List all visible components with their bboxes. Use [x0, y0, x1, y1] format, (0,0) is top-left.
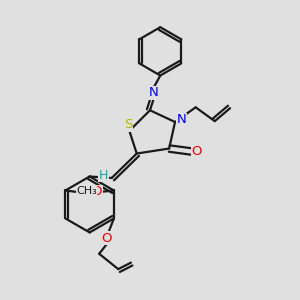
- Text: N: N: [149, 86, 159, 99]
- Text: N: N: [177, 113, 186, 126]
- Text: O: O: [191, 145, 202, 158]
- Text: O: O: [92, 185, 102, 199]
- Text: S: S: [124, 118, 132, 131]
- Text: H: H: [99, 169, 108, 182]
- Text: O: O: [101, 232, 112, 245]
- Text: CH₃: CH₃: [76, 186, 97, 197]
- Text: I: I: [85, 186, 89, 199]
